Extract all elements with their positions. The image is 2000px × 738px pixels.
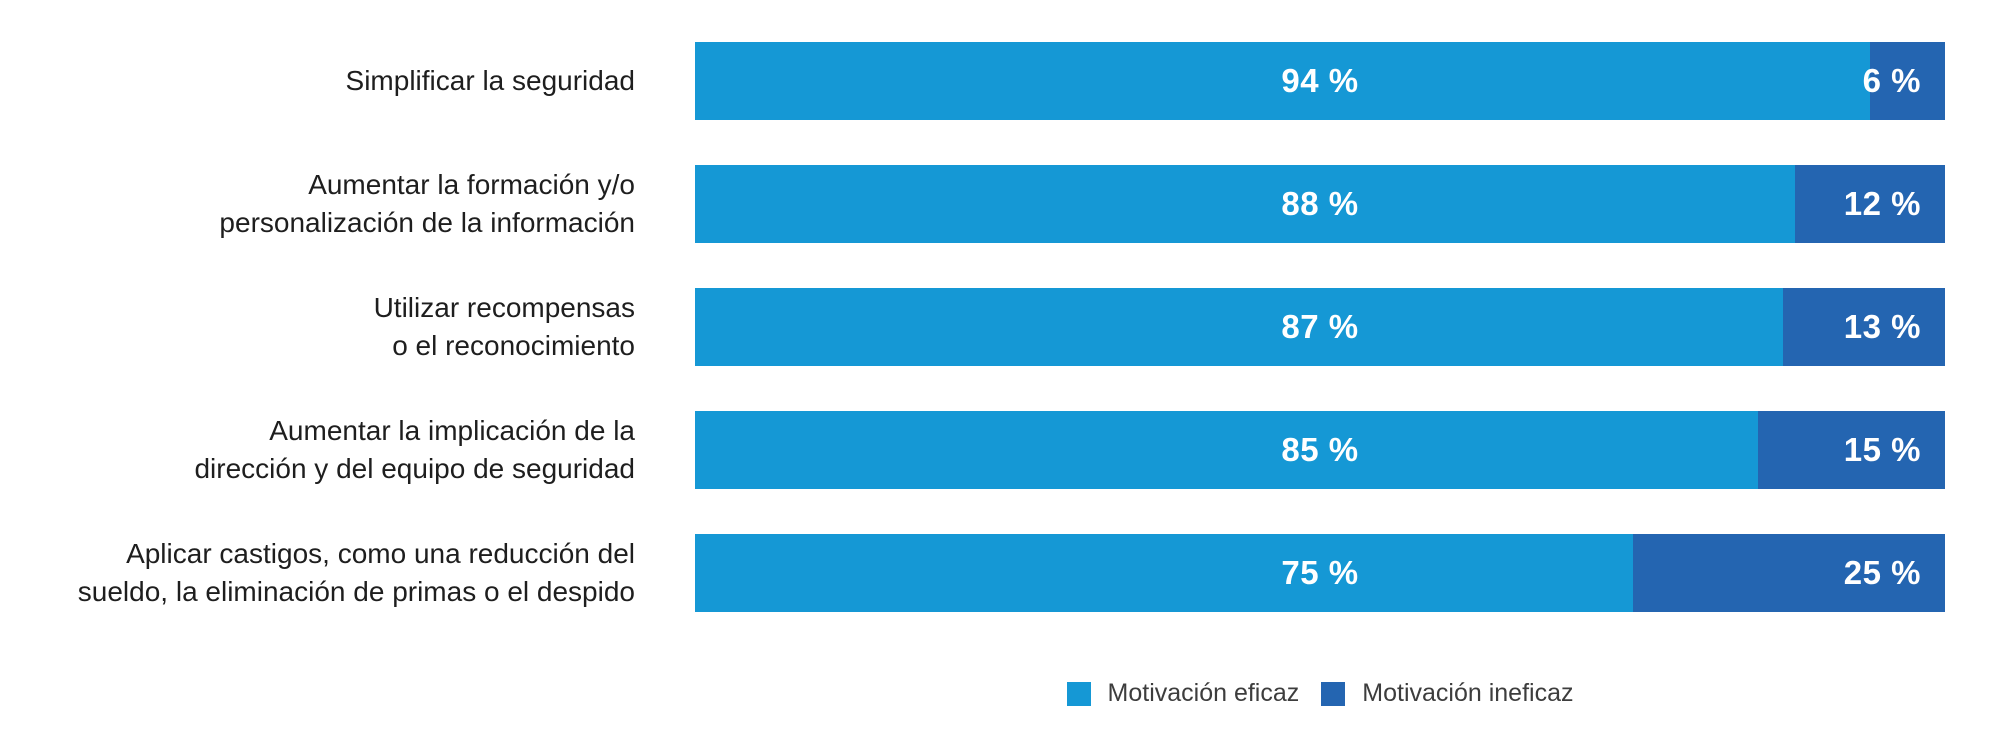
chart-row: Aplicar castigos, como una reducción del… [0, 534, 1945, 612]
category-label-line: personalización de la información [219, 207, 635, 238]
value-label-ineffective: 15 % [1843, 431, 1921, 468]
bar: 25 % 75 % [695, 534, 1945, 612]
bar-segment-effective [695, 165, 1795, 243]
bar-segment-effective [695, 288, 1783, 366]
legend: Motivación eficaz Motivación ineficaz [695, 679, 1945, 708]
value-label-ineffective: 25 % [1843, 554, 1921, 591]
category-label: Aplicar castigos, como una reducción del… [0, 535, 635, 611]
category-label: Aumentar la formación y/o personalizació… [0, 166, 635, 242]
legend-item-effective: Motivación eficaz [1066, 679, 1300, 708]
value-label-ineffective: 13 % [1843, 308, 1921, 345]
value-label-ineffective: 6 % [1862, 62, 1921, 99]
bar-segment-ineffective: 12 % [1795, 165, 1945, 243]
bar: 13 % 87 % [695, 288, 1945, 366]
bar-segment-effective [695, 42, 1870, 120]
bar-segment-ineffective: 15 % [1757, 411, 1945, 489]
category-label-line: dirección y del equipo de seguridad [194, 453, 635, 484]
category-label: Simplificar la seguridad [0, 62, 635, 100]
legend-swatch-effective-icon [1066, 681, 1091, 706]
bar: 6 % 94 % [695, 42, 1945, 120]
value-label-effective: 87 % [1281, 308, 1359, 345]
legend-swatch-ineffective-icon [1321, 681, 1346, 706]
chart-row: Utilizar recompensas o el reconocimiento… [0, 288, 1945, 366]
bar-segment-ineffective: 6 % [1863, 42, 1945, 120]
category-label-line: Aplicar castigos, como una reducción del [126, 538, 635, 569]
category-label-line: Utilizar recompensas [373, 292, 635, 323]
legend-item-ineffective: Motivación ineficaz [1321, 679, 1573, 708]
chart-rows: Simplificar la seguridad 6 % 94 % Aument… [0, 42, 1945, 657]
bar: 15 % 85 % [695, 411, 1945, 489]
category-label: Utilizar recompensas o el reconocimiento [0, 289, 635, 365]
category-label-line: o el reconocimiento [392, 330, 635, 361]
category-label: Aumentar la implicación de la dirección … [0, 412, 635, 488]
legend-label: Motivación ineficaz [1362, 679, 1574, 707]
bar-segment-ineffective: 25 % [1632, 534, 1945, 612]
category-label-line: sueldo, la eliminación de primas o el de… [77, 576, 635, 607]
category-label-line: Simplificar la seguridad [345, 65, 635, 96]
bar-segment-ineffective: 13 % [1782, 288, 1945, 366]
legend-label: Motivación eficaz [1107, 679, 1300, 707]
value-label-ineffective: 12 % [1843, 185, 1921, 222]
value-label-effective: 88 % [1281, 185, 1359, 222]
bar-segment-effective [695, 411, 1758, 489]
bar: 12 % 88 % [695, 165, 1945, 243]
value-label-effective: 94 % [1281, 62, 1359, 99]
chart-row: Simplificar la seguridad 6 % 94 % [0, 42, 1945, 120]
chart-row: Aumentar la formación y/o personalizació… [0, 165, 1945, 243]
value-label-effective: 85 % [1281, 431, 1359, 468]
value-label-effective: 75 % [1281, 554, 1359, 591]
chart-row: Aumentar la implicación de la dirección … [0, 411, 1945, 489]
category-label-line: Aumentar la formación y/o [308, 169, 635, 200]
category-label-line: Aumentar la implicación de la [269, 415, 635, 446]
bar-segment-effective [695, 534, 1633, 612]
